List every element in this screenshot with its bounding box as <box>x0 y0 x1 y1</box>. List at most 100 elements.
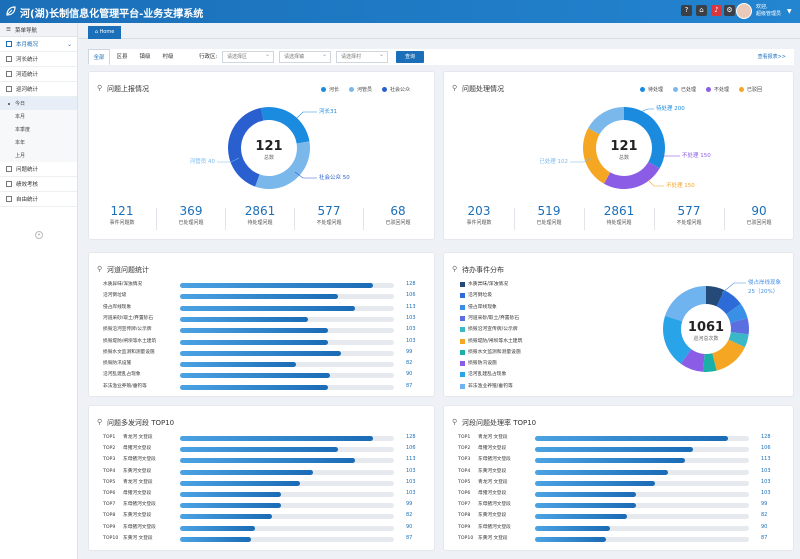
donut-segment[interactable] <box>583 128 611 184</box>
home-icon[interactable]: ⌂ <box>696 5 707 16</box>
town-select[interactable]: 请选择镇 <box>279 50 331 63</box>
donut-segment[interactable] <box>730 318 749 335</box>
stat-value: 121 <box>110 204 134 218</box>
donut-segment[interactable] <box>624 107 665 169</box>
sidebar-item-performance[interactable]: 绩效考核 <box>0 177 77 192</box>
bar-row[interactable]: 河道采砂/取土/弃置砂石 103 <box>103 314 423 323</box>
stats-icon: ⚲ <box>452 265 458 273</box>
bar-row[interactable]: TOP7 东母猪河文登段 99 <box>103 500 423 509</box>
donut-segment[interactable] <box>680 349 705 372</box>
stats-icon: ⚲ <box>452 84 458 92</box>
bar-row[interactable]: TOP8 东黄河文登段 82 <box>458 511 778 520</box>
bar-label: 东黄河文登段 <box>123 513 152 519</box>
menu-icon: ☰ <box>6 26 11 33</box>
user-dropdown-icon[interactable]: ▼ <box>787 8 792 15</box>
bar-row[interactable]: TOP2 母猪河文登段 106 <box>103 444 423 453</box>
donut-segment[interactable] <box>603 161 660 189</box>
sidebar-item-chief-stats[interactable]: 河长统计 <box>0 52 77 67</box>
donut-segment[interactable] <box>726 303 748 323</box>
bar-row[interactable]: 损毁堤防/闸坝等水土建筑 103 <box>103 337 423 346</box>
donut-segment[interactable] <box>728 332 749 348</box>
bar-row[interactable]: TOP6 母猪河文登段 103 <box>458 489 778 498</box>
process-legend: 待处理 已处理 不处理 已驳回 <box>640 86 762 93</box>
view-report-link[interactable]: 查看报表>> <box>757 54 786 60</box>
bar-row[interactable]: 损毁沿河宣传牌/公示牌 103 <box>103 325 423 334</box>
donut-segment[interactable] <box>703 353 717 372</box>
bar-row[interactable]: TOP1 青龙河 文登段 128 <box>103 433 423 442</box>
help-icon[interactable]: ? <box>681 5 692 16</box>
donut-segment[interactable] <box>228 107 264 187</box>
bar-track <box>180 305 394 311</box>
gear-icon[interactable]: ⚙ <box>724 5 735 16</box>
donut-segment[interactable] <box>712 339 745 371</box>
region-select[interactable]: 请选择区 <box>222 50 274 63</box>
avatar[interactable] <box>736 3 752 19</box>
bar-row[interactable]: 水质异味/浑浊情况 128 <box>103 280 423 289</box>
donut-segment[interactable] <box>255 141 310 189</box>
bar-row[interactable]: TOP5 青龙河 文登段 103 <box>103 478 423 487</box>
bar-row[interactable]: TOP8 东黄河文登段 82 <box>103 511 423 520</box>
donut-segment[interactable] <box>706 286 725 307</box>
donut-segment[interactable] <box>716 290 741 315</box>
bar-row[interactable]: TOP4 东黄河文登段 103 <box>103 467 423 476</box>
bar-row[interactable]: 非法渔业养殖/垂钓等 87 <box>103 382 423 391</box>
bar-row[interactable]: TOP1 青龙河 文登段 128 <box>458 433 778 442</box>
bar-label: 水质异味/浑浊情况 <box>103 282 143 287</box>
query-button[interactable]: 查询 <box>396 51 424 63</box>
filter-tab-town[interactable]: 镇级 <box>139 54 151 60</box>
village-select[interactable]: 请选择村 <box>336 50 388 63</box>
legend-label: 社会公众 <box>390 87 411 93</box>
stat-value: 68 <box>390 204 406 218</box>
sidebar-sub-last-month[interactable]: 上月 <box>0 149 77 162</box>
bar-row[interactable]: 侵占岸线现象 113 <box>103 303 423 312</box>
sidebar-item-label: 本月概况 <box>16 42 39 48</box>
donut-segment[interactable] <box>260 107 310 144</box>
bell-icon[interactable]: ♪ <box>711 5 722 16</box>
filter-tab-all[interactable]: 全部 <box>88 49 110 65</box>
user-info[interactable]: 欢迎, 超级管理员 <box>756 4 781 18</box>
bar-row[interactable]: TOP10 东黄河 文登段 87 <box>458 534 778 543</box>
donut-segment[interactable] <box>588 107 624 135</box>
sidebar-sub-month[interactable]: 本月 <box>0 110 77 123</box>
sidebar-item-river-stats[interactable]: 河道统计 <box>0 67 77 82</box>
bar-label: 河道采砂/取土/弃置砂石 <box>103 315 154 321</box>
bar-label: 东母猪河文登段 <box>478 524 511 530</box>
sidebar-sub-today[interactable]: 今日 <box>0 97 77 110</box>
sidebar-item-patrol-stats[interactable]: 巡河统计 <box>0 82 77 97</box>
bar-row[interactable]: TOP6 母猪河文登段 103 <box>103 489 423 498</box>
donut-segment[interactable] <box>663 315 692 364</box>
bar-row[interactable]: TOP3 东母猪河文登段 113 <box>103 455 423 464</box>
donut-segment[interactable] <box>665 286 706 322</box>
grid-icon <box>6 71 12 77</box>
sidebar-item-custom-stats[interactable]: 自由统计 <box>0 192 77 207</box>
bar-track <box>535 447 749 453</box>
sidebar-item-month-overview[interactable]: 本月概况 ⌄ <box>0 37 77 52</box>
bar-row[interactable]: TOP4 东黄河文登段 103 <box>458 467 778 476</box>
bar-row[interactable]: TOP10 东黄河 文登段 87 <box>103 534 423 543</box>
filter-tab-county[interactable]: 区县 <box>116 54 128 60</box>
bar-row[interactable]: 沿河乱建乱占现象 90 <box>103 370 423 379</box>
bar-row[interactable]: TOP9 东母猪河文登段 90 <box>103 523 423 532</box>
collapse-sidebar-icon[interactable]: « <box>35 231 43 239</box>
bar-label: 母猪河文登段 <box>123 446 152 452</box>
bar-row[interactable]: TOP7 东母猪河文登段 99 <box>458 500 778 509</box>
bar-row[interactable]: TOP5 青龙河 文登段 103 <box>458 478 778 487</box>
bar-rank: TOP5 <box>458 479 471 485</box>
sidebar-sub-year[interactable]: 本年 <box>0 136 77 149</box>
sidebar-item-issue-stats[interactable]: 问题统计 <box>0 162 77 177</box>
bar-rank: TOP6 <box>458 491 471 496</box>
sidebar-sub-quarter[interactable]: 本季度 <box>0 123 77 136</box>
bar-row[interactable]: TOP9 东母猪河文登段 90 <box>458 523 778 532</box>
stat-value: 577 <box>317 204 341 218</box>
bar-rank: TOP4 <box>103 468 116 474</box>
stat-label: 已驳回问题 <box>746 220 772 226</box>
bar-row[interactable]: 损毁防汛设施 82 <box>103 359 423 368</box>
bar-row[interactable]: TOP3 东母猪河文登段 113 <box>458 455 778 464</box>
tab-home[interactable]: ⌂ Home <box>88 26 121 39</box>
bar-rank: TOP7 <box>458 502 471 508</box>
bar-row[interactable]: 沿河倒垃圾 106 <box>103 291 423 300</box>
bar-row[interactable]: TOP2 母猪河文登段 106 <box>458 444 778 453</box>
bar-row[interactable]: 损毁水文监测和测量设施 99 <box>103 348 423 357</box>
filter-tab-village[interactable]: 村级 <box>162 54 174 60</box>
callout-line <box>294 171 317 179</box>
